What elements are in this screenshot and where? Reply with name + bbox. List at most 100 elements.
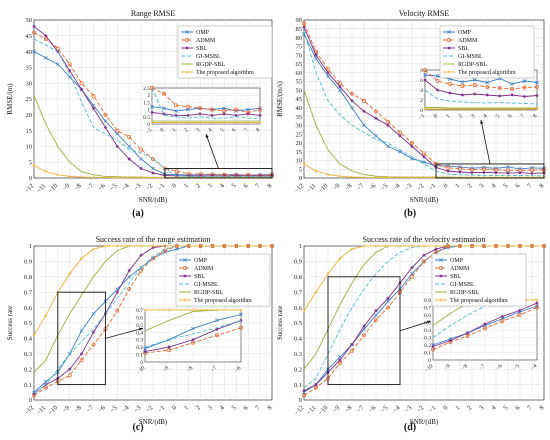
zoom-arrow-head: [139, 327, 143, 331]
series-line: [151, 87, 261, 113]
y-tick-label: 0: [29, 397, 32, 404]
data-point: [91, 247, 96, 251]
data-point: [338, 358, 342, 362]
legend-entry: RGDP-SBL: [443, 62, 487, 68]
legend-entry: SBL: [443, 46, 469, 52]
x-tick-label: −10: [317, 182, 329, 194]
data-point: [439, 258, 443, 262]
x-tick-label: −9: [332, 404, 342, 414]
x-tick-label: −11: [305, 404, 317, 416]
data-point: [338, 81, 342, 86]
data-point: [186, 107, 190, 112]
series-gi-msbl: [33, 38, 272, 178]
data-point: [151, 171, 155, 175]
data-point: [162, 106, 166, 111]
data-point: [447, 30, 451, 34]
x-tick-label: −3: [133, 182, 143, 192]
x-tick-label: 6: [242, 182, 250, 190]
data-point: [185, 30, 189, 34]
series-line: [424, 69, 538, 90]
x-tick-label: −1: [156, 182, 166, 192]
series-gi-msbl: [144, 319, 242, 348]
legend-label: RGDP-SBL: [458, 62, 487, 68]
data-point: [139, 166, 143, 171]
data-point: [439, 274, 443, 278]
x-tick-label: 2: [195, 404, 202, 411]
legend-entry: RGDP-SBL: [435, 290, 479, 296]
data-point: [103, 112, 108, 117]
inset-plot: −10 −9 −8 −7 −6 −5 −4 00.1 0.20.3 0.40.5 0.60.7 0.8: [424, 298, 539, 374]
data-point: [162, 120, 166, 125]
x-tick-label: −7: [85, 404, 95, 414]
y-tick-label: 60: [296, 70, 303, 77]
x-tick-label: 3: [478, 182, 485, 189]
y-tick-label: 10: [296, 158, 303, 165]
data-point: [423, 73, 427, 77]
series-the-proposed-algorithm: [32, 163, 274, 180]
data-point: [183, 258, 187, 262]
data-point: [258, 120, 262, 125]
panel-b: −12 −11 −10 −9 −8 −7 −6 −5 −4 −3 −2 −1 0 1 2 3 4 5 6 7 80510…: [276, 9, 546, 219]
y-tick-label: 0.5: [24, 320, 32, 327]
data-point: [435, 107, 440, 111]
data-point: [302, 25, 306, 29]
data-point: [191, 326, 195, 331]
x-tick-label: 0: [171, 182, 178, 189]
data-point: [446, 169, 450, 173]
data-point: [535, 85, 539, 89]
data-point: [460, 84, 465, 88]
inset-x-tick-label: 8: [255, 127, 261, 133]
x-tick-label: −7: [85, 182, 95, 192]
x-tick-label: 7: [526, 182, 534, 190]
data-point: [80, 256, 84, 260]
x-tick-label: −4: [392, 182, 402, 192]
x-tick-label: 8: [266, 182, 273, 189]
data-point: [410, 274, 414, 279]
data-point: [186, 113, 190, 117]
x-tick-label: −10: [317, 404, 329, 416]
inset-y-tick-label: 6: [420, 78, 423, 84]
data-point: [535, 301, 539, 305]
inset-x-tick-label: 5: [219, 127, 225, 133]
legend-label: OMP: [194, 258, 208, 264]
inset-y-tick-label: 0.2: [424, 343, 431, 349]
y-tick-label: 30: [296, 123, 303, 130]
legend-label: GI-MSBL: [450, 282, 475, 288]
data-point: [215, 333, 219, 338]
legend-label: SBL: [196, 46, 207, 52]
legend-label: GI-MSBL: [458, 54, 483, 60]
data-point: [374, 309, 378, 313]
series-sbl: [143, 318, 243, 354]
data-point: [314, 290, 318, 294]
data-point: [143, 350, 147, 354]
series-line: [151, 112, 261, 116]
y-axis-label: RMSE/(m/s): [276, 80, 284, 116]
x-tick-label: −1: [428, 182, 438, 192]
data-point: [350, 91, 354, 96]
data-point: [56, 173, 60, 177]
data-point: [472, 83, 477, 87]
data-point: [431, 344, 435, 349]
data-point: [410, 244, 414, 248]
series-gi-msbl: [303, 30, 545, 177]
inset-y-tick-label: 0.7: [136, 308, 143, 314]
legend-entry: ADMM: [181, 38, 216, 44]
data-point: [150, 110, 154, 115]
legend-label: GI-MSBL: [196, 54, 221, 60]
legend-entry: GI-MSBL: [181, 54, 221, 60]
data-point: [103, 119, 108, 123]
data-point: [522, 85, 527, 90]
x-tick-label: −10: [47, 182, 59, 194]
data-point: [522, 107, 527, 111]
inset-x-tick-label: 7: [243, 127, 249, 133]
y-tick-label: 0: [299, 397, 302, 404]
series-admm: [423, 68, 539, 91]
legend-entry: OMP: [179, 258, 208, 264]
x-tick-label: −8: [344, 404, 354, 414]
data-point: [422, 176, 426, 180]
data-point: [198, 112, 202, 116]
series-line: [303, 30, 545, 177]
data-point: [386, 296, 390, 300]
x-tick-label: −11: [305, 182, 317, 194]
data-point: [222, 244, 226, 248]
